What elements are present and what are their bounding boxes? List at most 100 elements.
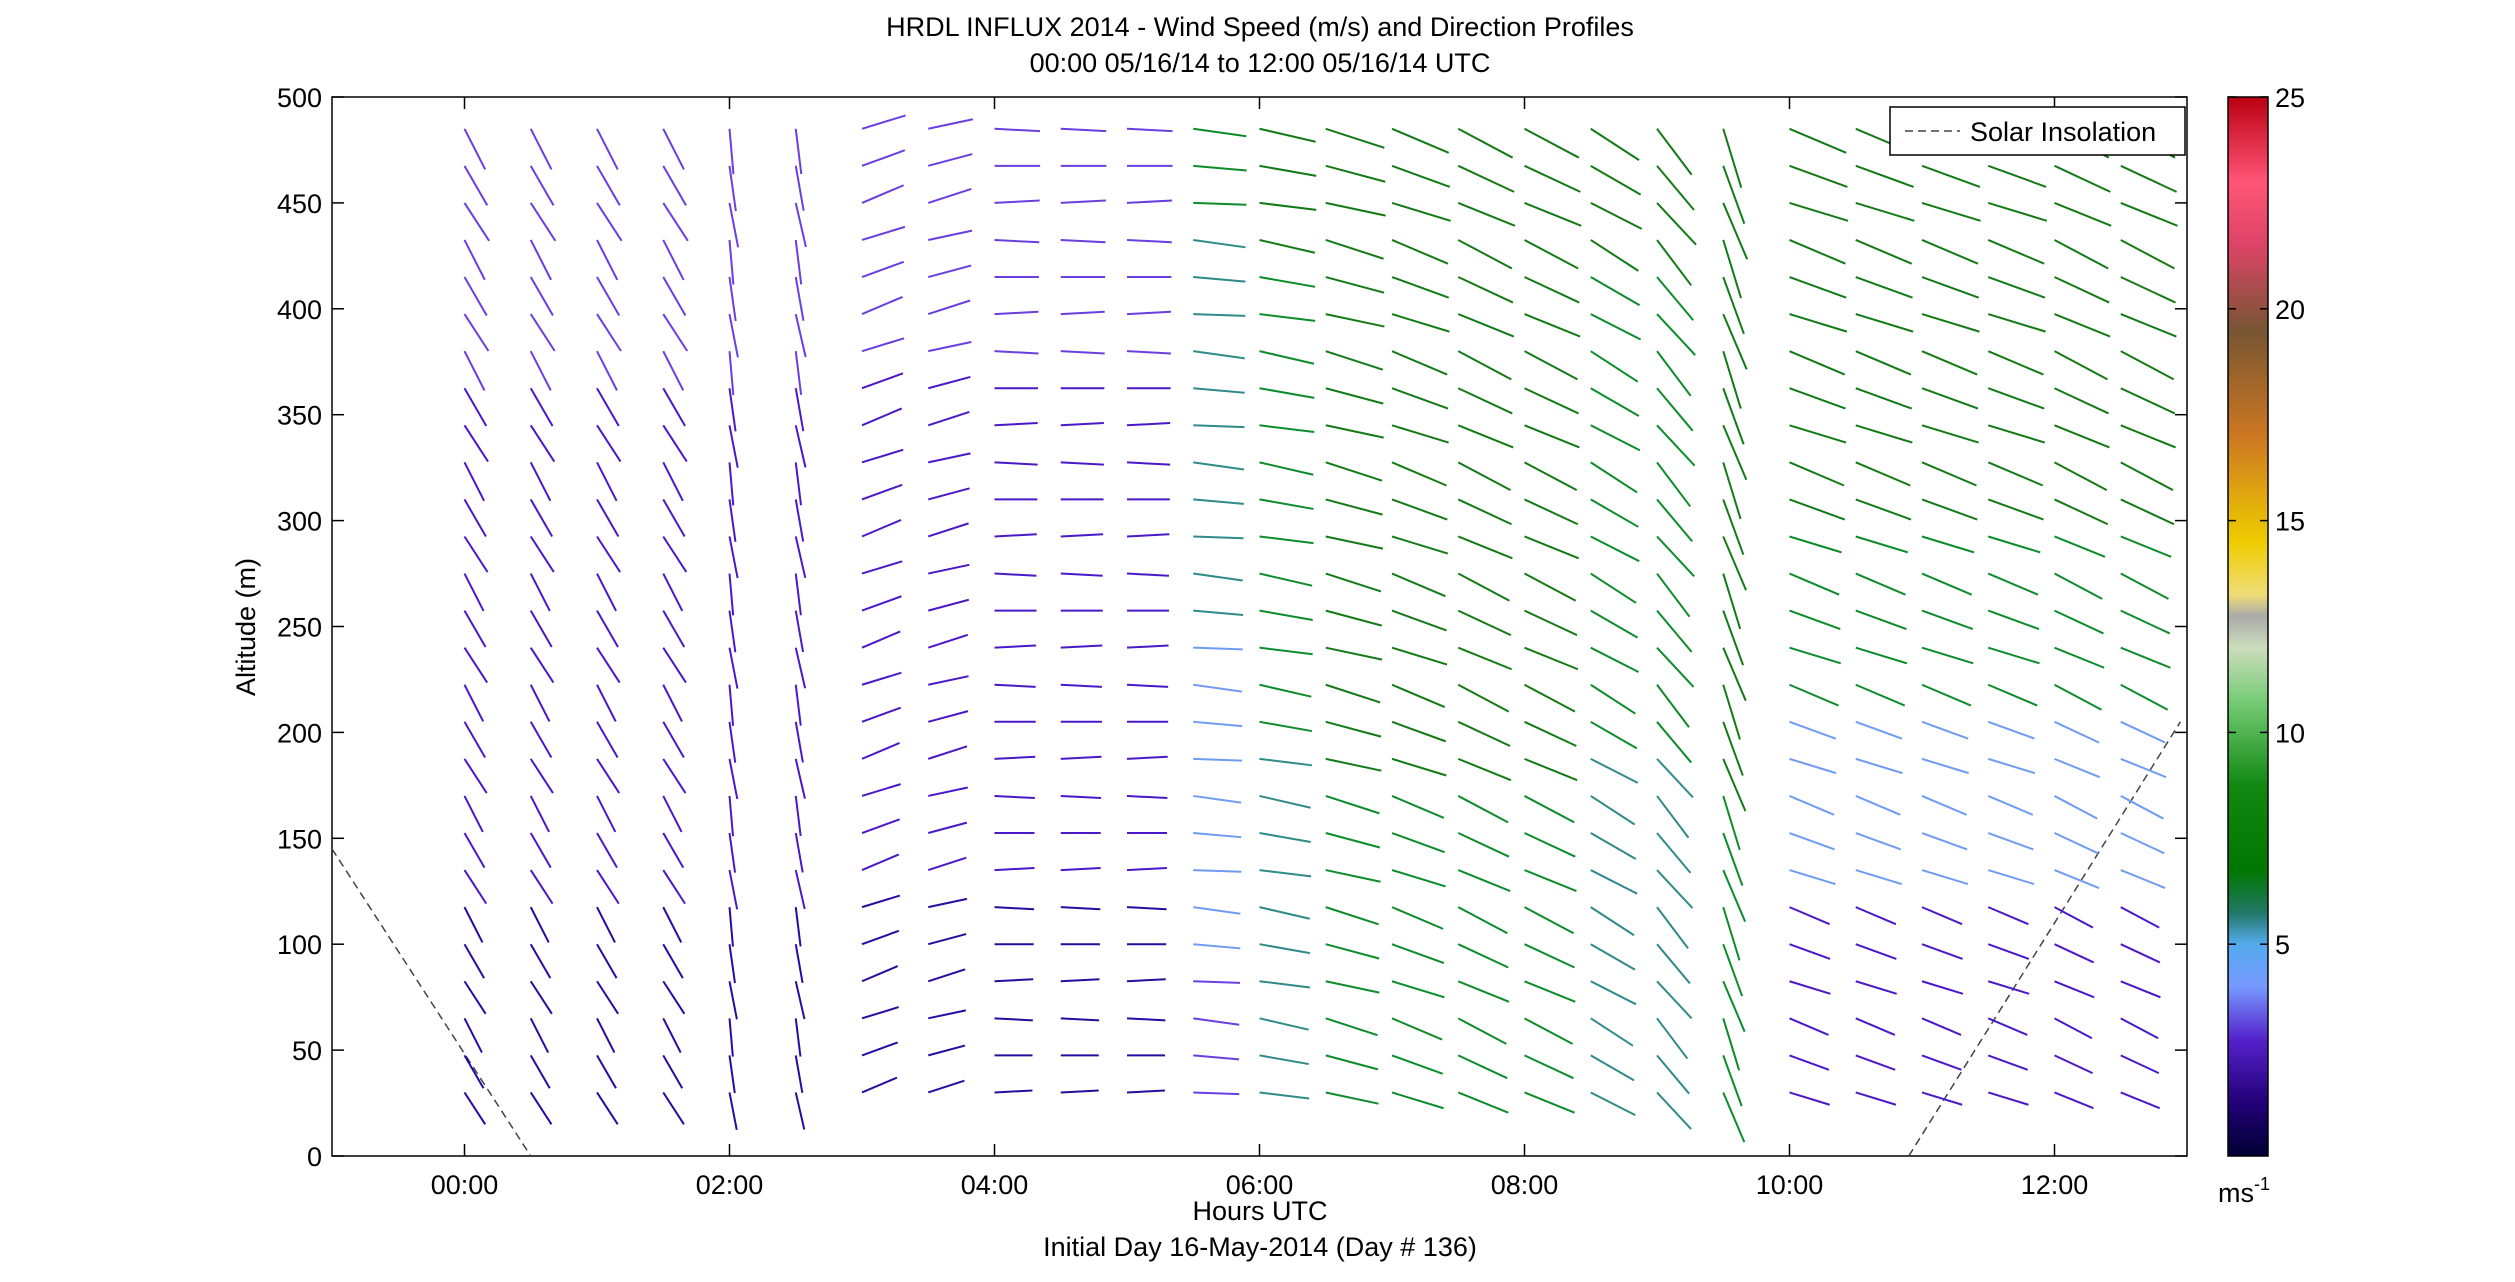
wind-barb [927, 745, 968, 760]
wind-barb [1193, 906, 1241, 915]
wind-barb [1060, 310, 1105, 316]
wind-barb [1524, 127, 1580, 159]
wind-barb [1524, 201, 1582, 227]
wind-barb [1921, 239, 1979, 265]
wind-barb [1987, 1054, 2029, 1071]
wind-barb [1855, 387, 1913, 410]
wind-barb [1921, 720, 1969, 740]
wind-barb [1060, 866, 1101, 872]
wind-barb [1855, 276, 1913, 299]
wind-barb [463, 832, 486, 869]
wind-barb [1325, 683, 1381, 704]
wind-barb [2054, 683, 2102, 711]
wind-barb [1325, 276, 1385, 294]
wind-barb [1921, 201, 1981, 222]
wind-barb [927, 968, 966, 983]
wind-barb [1126, 794, 1168, 800]
wind-barb [596, 610, 619, 648]
wind-barb [662, 165, 687, 206]
wind-barb [662, 461, 684, 502]
y-tick-label: 350 [277, 401, 322, 431]
wind-barb [1259, 276, 1316, 288]
wind-barb [994, 683, 1036, 688]
wind-barb [927, 375, 971, 390]
wind-barb [529, 1091, 553, 1125]
x-axis-sublabel: Initial Day 16-May-2014 (Day # 136) [1043, 1232, 1477, 1262]
wind-barb [728, 721, 737, 763]
wind-barb [1855, 461, 1911, 487]
wind-barb [662, 387, 686, 427]
wind-barb [928, 897, 968, 909]
axis-ticks [332, 96, 2187, 1157]
wind-barb [1193, 387, 1245, 394]
wind-barb [1325, 757, 1382, 772]
wind-barb [1987, 757, 2036, 775]
wind-barb [1921, 869, 1969, 886]
wind-barb [1789, 201, 1849, 222]
wind-barb [1656, 276, 1695, 321]
colorbar-tick-label: 15 [2275, 507, 2305, 537]
wind-barb [1789, 535, 1842, 554]
wind-barb [2120, 795, 2164, 820]
wind-barb [928, 118, 974, 130]
wind-barb [1656, 1091, 1692, 1130]
wind-barb [1590, 127, 1640, 161]
wind-barb [1126, 350, 1171, 355]
wind-barb [662, 832, 685, 869]
y-tick-label: 50 [292, 1036, 322, 1066]
wind-barb [2054, 461, 2108, 492]
wind-barb [596, 684, 617, 722]
wind-barb [1325, 239, 1384, 260]
wind-barb [1855, 869, 1902, 886]
wind-barb [1457, 869, 1511, 892]
wind-barb [463, 387, 488, 427]
wind-barb [1722, 1055, 1743, 1107]
wind-barb [1590, 832, 1637, 860]
wind-barb [1921, 757, 1969, 775]
wind-barb [794, 832, 804, 873]
wind-barb [994, 533, 1037, 538]
colorbar-unit: ms-1 [2218, 1174, 2270, 1208]
wind-barb [928, 452, 971, 464]
wind-barb [1656, 1017, 1689, 1060]
wind-barb [1524, 1017, 1574, 1045]
wind-barb [1524, 646, 1579, 671]
wind-barb [794, 944, 804, 983]
wind-barb [1656, 684, 1690, 728]
wind-barb [1126, 310, 1171, 316]
wind-barb [927, 598, 970, 612]
wind-barb [1722, 276, 1745, 335]
wind-barb [728, 313, 739, 358]
wind-barb [2054, 201, 2112, 227]
wind-barb [1524, 424, 1580, 449]
wind-barb [1855, 424, 1913, 444]
wind-barb [927, 1044, 966, 1057]
wind-barb [2054, 757, 2101, 779]
wind-barb [728, 276, 737, 322]
wind-barb [2120, 535, 2172, 558]
wind-barb [2120, 572, 2169, 600]
wind-barb [1193, 350, 1245, 360]
wind-barb [596, 276, 621, 316]
wind-barb [928, 1009, 967, 1020]
wind-barb [1855, 980, 1897, 995]
wind-barb [1789, 350, 1846, 376]
wind-barb [2054, 164, 2111, 193]
x-tick-label: 02:00 [696, 1170, 764, 1200]
wind-barb [1722, 128, 1743, 188]
wind-barb [1391, 498, 1448, 521]
wind-barb [2054, 535, 2106, 558]
wind-barb [2054, 980, 2095, 999]
wind-barb [1921, 795, 1967, 816]
wind-barb [1126, 866, 1167, 872]
wind-barb [463, 684, 485, 722]
wind-barb [1789, 313, 1848, 333]
wind-barb [1722, 980, 1746, 1033]
wind-barb [1921, 535, 1975, 554]
wind-barb [1524, 906, 1575, 935]
wind-barb [2054, 832, 2099, 855]
wind-barb [794, 647, 807, 689]
wind-barb [463, 573, 485, 612]
wind-barb [596, 461, 618, 502]
wind-barb [1259, 238, 1316, 254]
